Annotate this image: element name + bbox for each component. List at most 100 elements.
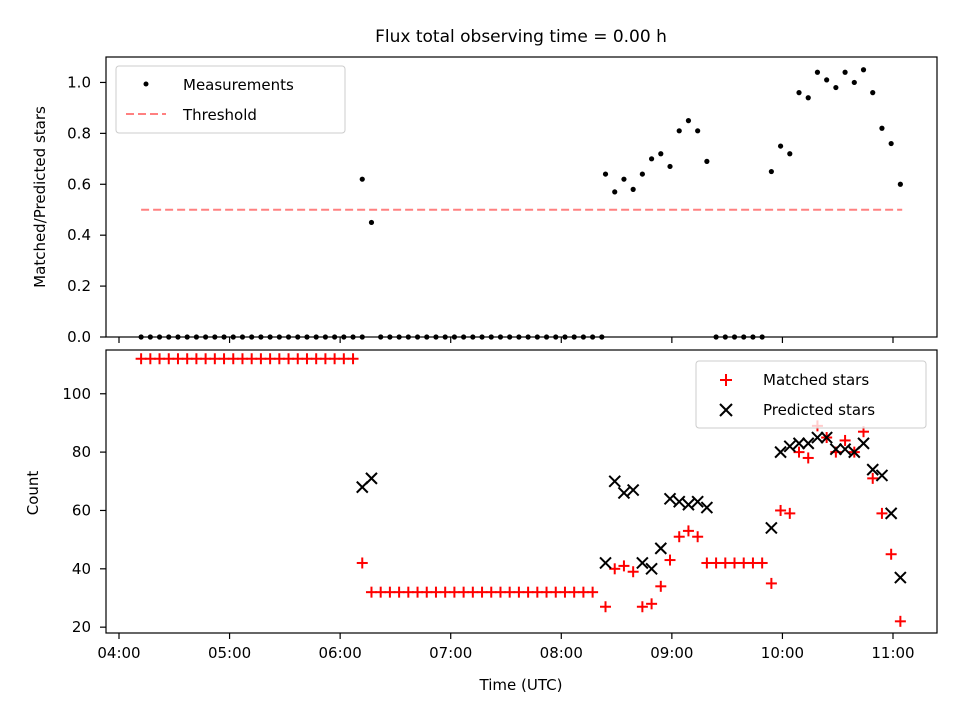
matched-star-point bbox=[412, 586, 424, 598]
matched-legend-marker bbox=[720, 374, 732, 386]
ratio-plot-frame bbox=[105, 56, 938, 338]
matched-star-point bbox=[876, 507, 888, 519]
measurement-point bbox=[888, 140, 894, 147]
predicted-star-point bbox=[682, 498, 695, 511]
predicted-star-point bbox=[673, 495, 686, 508]
time-tick-label: 10:00 bbox=[761, 644, 804, 662]
ratio-marks bbox=[138, 67, 903, 340]
measurements-legend-marker bbox=[143, 81, 149, 87]
matched-star-point bbox=[646, 598, 658, 610]
matched-star-point bbox=[664, 554, 676, 566]
measurement-point bbox=[695, 128, 701, 134]
matched-star-point bbox=[154, 353, 166, 365]
matched-star-point bbox=[802, 452, 814, 464]
predicted-star-point bbox=[599, 556, 612, 570]
matched-star-point bbox=[618, 560, 630, 572]
measurement-point bbox=[667, 163, 673, 170]
measurement-point bbox=[879, 125, 885, 131]
matched-star-point bbox=[793, 446, 805, 458]
measurement-point bbox=[621, 176, 627, 182]
matched-star-point bbox=[448, 586, 460, 598]
predicted-star-point bbox=[857, 437, 870, 450]
predicted-star-point bbox=[875, 469, 889, 482]
predicted-star-point bbox=[820, 431, 833, 444]
matched-star-point bbox=[784, 507, 796, 519]
matched-star-point bbox=[756, 557, 768, 569]
measurement-point bbox=[787, 151, 793, 157]
matched-star-point bbox=[365, 586, 377, 598]
ratio-y-tick-label: 0.0 bbox=[67, 328, 91, 346]
matched-star-point bbox=[144, 353, 156, 365]
predicted-star-point bbox=[608, 475, 621, 488]
predicted-star-point bbox=[829, 442, 843, 456]
measurement-point bbox=[768, 168, 774, 175]
measurement-point bbox=[870, 90, 876, 96]
matched-star-point bbox=[485, 586, 497, 598]
time-tick-label: 05:00 bbox=[208, 644, 251, 662]
matched-star-point bbox=[550, 586, 562, 598]
matched-star-point bbox=[310, 353, 322, 365]
matched-star-point bbox=[402, 586, 414, 598]
matched-star-point bbox=[467, 586, 479, 598]
matched-star-point bbox=[172, 353, 184, 365]
time-tick-label: 04:00 bbox=[97, 644, 140, 662]
matched-star-point bbox=[765, 577, 777, 589]
measurement-point bbox=[833, 84, 839, 91]
measurement-point bbox=[824, 77, 830, 83]
measurement-point bbox=[897, 181, 903, 187]
matched-star-point bbox=[329, 353, 341, 365]
predicted-star-point bbox=[811, 431, 824, 444]
predicted-star-point bbox=[645, 562, 658, 576]
predicted-star-point bbox=[765, 521, 778, 535]
measurement-point bbox=[602, 171, 609, 177]
matched-star-point bbox=[673, 531, 685, 543]
matched-star-point bbox=[236, 353, 248, 365]
ratio-y-tick-label: 1.0 bbox=[67, 73, 91, 91]
matched-star-point bbox=[600, 601, 612, 613]
ratio-panel: 0.0 0.2 0.4 0.6 0.8 1.0 Matched/Predicted sta… bbox=[31, 56, 938, 346]
matched-star-point bbox=[692, 531, 704, 543]
matched-star-point bbox=[655, 580, 667, 592]
count-marks bbox=[135, 353, 907, 627]
predicted-star-point bbox=[866, 463, 879, 476]
measurement-point bbox=[805, 95, 811, 101]
predicted-star-point bbox=[700, 501, 714, 514]
measurement-point bbox=[851, 79, 857, 86]
x-axis-label: Time (UTC) bbox=[479, 676, 563, 694]
count-y-axis-label: Count bbox=[24, 471, 42, 516]
predicted-star-point bbox=[774, 445, 787, 459]
matched-star-point bbox=[218, 353, 230, 365]
measurement-point bbox=[648, 156, 655, 162]
matched-star-point bbox=[200, 353, 212, 365]
time-tick-label: 11:00 bbox=[871, 644, 914, 662]
matched-star-point bbox=[273, 353, 285, 365]
predicted-star-point bbox=[884, 507, 898, 520]
measurement-point bbox=[842, 69, 848, 75]
ratio-y-tick-label: 0.2 bbox=[67, 277, 91, 295]
chart-title: Flux total observing time = 0.00 h bbox=[375, 27, 667, 47]
predicted-star-point bbox=[626, 483, 640, 497]
matched-star-point bbox=[541, 586, 553, 598]
matched-star-point bbox=[421, 586, 433, 598]
measurement-point bbox=[612, 189, 618, 195]
matched-star-point bbox=[458, 586, 470, 598]
matched-star-point bbox=[181, 353, 193, 365]
predicted-star-point bbox=[617, 486, 631, 500]
matched-star-point bbox=[559, 586, 571, 598]
matched-star-point bbox=[894, 615, 906, 627]
predicted-star-point bbox=[654, 542, 668, 555]
predicted-star-point bbox=[365, 472, 378, 485]
matched-star-point bbox=[522, 586, 534, 598]
matched-star-point bbox=[885, 548, 897, 560]
count-plot-frame bbox=[105, 349, 938, 634]
matched-star-point bbox=[227, 353, 239, 365]
matched-star-point bbox=[476, 586, 488, 598]
measurements-legend-label: Measurements bbox=[183, 76, 294, 94]
matched-star-point bbox=[430, 586, 442, 598]
matched-star-point bbox=[190, 353, 202, 365]
matched-star-point bbox=[775, 504, 787, 516]
time-tick-label: 06:00 bbox=[319, 644, 362, 662]
predicted-legend-marker bbox=[719, 403, 733, 417]
matched-star-point bbox=[504, 586, 516, 598]
